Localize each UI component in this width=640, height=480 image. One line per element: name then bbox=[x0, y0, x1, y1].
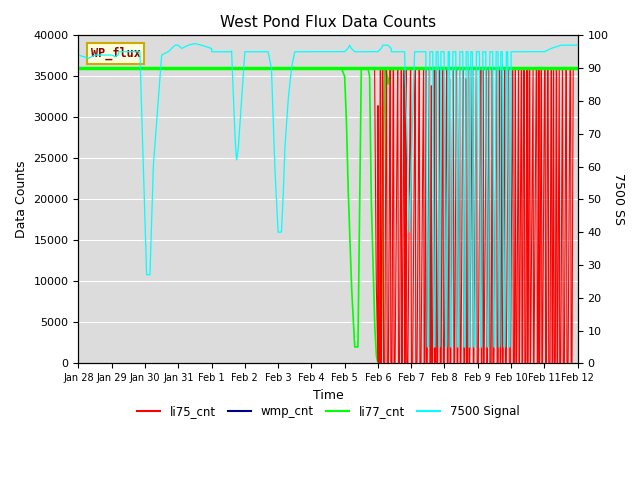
Legend: li75_cnt, wmp_cnt, li77_cnt, 7500 Signal: li75_cnt, wmp_cnt, li77_cnt, 7500 Signal bbox=[132, 401, 524, 423]
Y-axis label: Data Counts: Data Counts bbox=[15, 161, 28, 238]
Y-axis label: 7500 SS: 7500 SS bbox=[612, 173, 625, 225]
Text: WP_flux: WP_flux bbox=[91, 47, 141, 60]
Title: West Pond Flux Data Counts: West Pond Flux Data Counts bbox=[220, 15, 436, 30]
X-axis label: Time: Time bbox=[312, 389, 344, 402]
